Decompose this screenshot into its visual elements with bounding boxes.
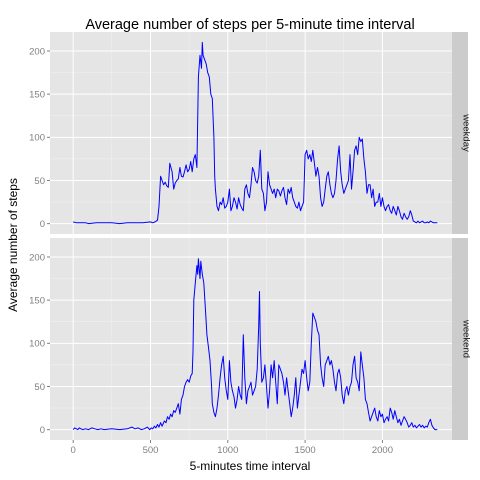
x-tick-label: 0 bbox=[71, 445, 76, 456]
series-line-weekday bbox=[73, 41, 438, 225]
y-tick-label: 200 bbox=[29, 252, 45, 263]
facet-strip-label: weekday bbox=[460, 113, 471, 152]
y-tick-label: 100 bbox=[29, 339, 45, 350]
x-axis-title: 5-minutes time interval bbox=[190, 459, 311, 473]
facet-panel-weekday: 0 50 100 150 200 weekday bbox=[29, 32, 471, 234]
facet-panel-weekend: 0 50 100 150 200 weekend bbox=[29, 238, 471, 440]
series-line-weekend bbox=[72, 258, 438, 431]
x-tick-label: 1500 bbox=[295, 445, 316, 456]
y-axis-title: Average number of steps bbox=[6, 178, 20, 312]
facet-strip bbox=[452, 32, 468, 234]
y-tick-label: 100 bbox=[29, 133, 45, 144]
x-tick-label: 1000 bbox=[217, 445, 238, 456]
panel-background bbox=[50, 32, 452, 234]
y-tick-label: 200 bbox=[29, 46, 45, 57]
facet-strip bbox=[452, 238, 468, 440]
x-tick-label: 2000 bbox=[372, 445, 393, 456]
y-tick-label: 50 bbox=[34, 382, 45, 393]
facet-strip-label: weekend bbox=[460, 319, 471, 358]
y-tick-label: 0 bbox=[40, 425, 45, 436]
y-tick-label: 0 bbox=[40, 219, 45, 230]
panel-background bbox=[50, 238, 452, 440]
chart-title: Average number of steps per 5-minute tim… bbox=[85, 17, 414, 33]
x-tick-label: 500 bbox=[143, 445, 159, 456]
x-axis-ticks: 0 500 1000 1500 2000 bbox=[71, 440, 393, 456]
facets-layer: 0 50 100 150 200 weekday 0 50 100 150 200 weekend bbox=[29, 32, 471, 440]
y-tick-label: 150 bbox=[29, 295, 45, 306]
y-tick-label: 50 bbox=[34, 176, 45, 187]
y-tick-label: 150 bbox=[29, 89, 45, 100]
